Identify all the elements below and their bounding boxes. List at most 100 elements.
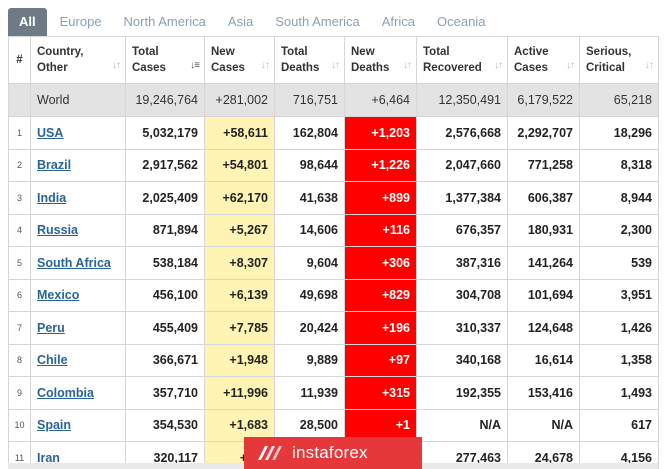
cell-active-cases: 606,387 bbox=[507, 181, 580, 215]
region-tabs: All Europe North America Asia South America A… bbox=[0, 0, 665, 36]
cell-new-deaths: +829 bbox=[344, 278, 417, 312]
sort-arrows-icon[interactable]: ↓↑ bbox=[566, 60, 575, 71]
cell-num bbox=[8, 83, 31, 117]
cell-num: 6 bbox=[8, 278, 31, 312]
country-link[interactable]: USA bbox=[37, 125, 64, 140]
header-label-line2: Cases bbox=[132, 62, 166, 74]
table-row: 4 Russia 871,894 +5,267 14,606 +116 676,357 180… bbox=[8, 213, 659, 247]
sort-arrows-icon[interactable]: ↓↑ bbox=[112, 60, 121, 71]
cell-total-recovered: 12,350,491 bbox=[416, 83, 508, 117]
sort-arrows-icon[interactable]: ↓↑ bbox=[331, 60, 340, 71]
header-label-line1: Serious, bbox=[586, 46, 632, 58]
table-row: 7 Peru 455,409 +7,785 20,424 +196 310,337 124,6… bbox=[8, 311, 659, 345]
header-label-line2: Cases bbox=[211, 62, 245, 74]
cell-total-recovered: 387,316 bbox=[416, 246, 508, 280]
header-total-cases[interactable]: Total Cases ↓≡ bbox=[125, 36, 205, 84]
cell-total-deaths: 98,644 bbox=[274, 148, 345, 182]
cell-total-recovered: 676,357 bbox=[416, 213, 508, 247]
cell-country: South Africa bbox=[30, 246, 126, 280]
country-link[interactable]: Colombia bbox=[37, 385, 94, 400]
cell-active-cases: 180,931 bbox=[507, 213, 580, 247]
world-total-row: World 19,246,764 +281,002 716,751 +6,464 12,3… bbox=[8, 83, 659, 117]
tab-europe[interactable]: Europe bbox=[59, 14, 102, 29]
cell-active-cases: 6,179,522 bbox=[507, 83, 580, 117]
header-serious-critical[interactable]: Serious, Critical ↓↑ bbox=[579, 36, 659, 84]
country-link[interactable]: Spain bbox=[37, 418, 72, 433]
cell-total-deaths: 162,804 bbox=[274, 116, 345, 150]
cell-serious-critical: 3,951 bbox=[579, 278, 659, 312]
sort-arrows-icon[interactable]: ↓↑ bbox=[261, 60, 270, 71]
cell-total-deaths: 716,751 bbox=[274, 83, 345, 117]
country-link[interactable]: Chile bbox=[37, 353, 68, 368]
cell-active-cases: 101,694 bbox=[507, 278, 580, 312]
table-header-row: # Country, Other ↓↑ Total Cases ↓≡ New Cases ↓↑ To… bbox=[8, 36, 659, 84]
cell-active-cases: 124,648 bbox=[507, 311, 580, 345]
cell-new-deaths: +315 bbox=[344, 376, 417, 410]
cell-new-deaths: +6,464 bbox=[344, 83, 417, 117]
cell-country: Spain bbox=[30, 408, 126, 442]
table-row: 3 India 2,025,409 +62,170 41,638 +899 1,377,38… bbox=[8, 181, 659, 215]
cell-total-recovered: 304,708 bbox=[416, 278, 508, 312]
table-row: 5 South Africa 538,184 +8,307 9,604 +306 387,3… bbox=[8, 246, 659, 280]
table-row: 10 Spain 354,530 +1,683 28,500 +1 N/A N/A 617 bbox=[8, 408, 659, 442]
cell-num: 8 bbox=[8, 343, 31, 377]
cell-total-cases: 455,409 bbox=[125, 311, 205, 345]
cell-total-deaths: 28,500 bbox=[274, 408, 345, 442]
header-label-line1: New bbox=[351, 46, 375, 58]
table-row: 1 USA 5,032,179 +58,611 162,804 +1,203 2,576,6… bbox=[8, 116, 659, 150]
cell-total-deaths: 49,698 bbox=[274, 278, 345, 312]
tab-south-america[interactable]: South America bbox=[275, 14, 360, 29]
header-active-cases[interactable]: Active Cases ↓↑ bbox=[507, 36, 580, 84]
cell-new-deaths: +1,226 bbox=[344, 148, 417, 182]
header-num: # bbox=[8, 36, 31, 84]
cell-new-deaths: +1,203 bbox=[344, 116, 417, 150]
header-new-deaths[interactable]: New Deaths ↓↑ bbox=[344, 36, 417, 84]
country-link[interactable]: Mexico bbox=[37, 288, 80, 303]
country-link[interactable]: Peru bbox=[37, 320, 65, 335]
country-link[interactable]: India bbox=[37, 190, 67, 205]
cell-total-cases: 2,025,409 bbox=[125, 181, 205, 215]
cell-serious-critical: 8,944 bbox=[579, 181, 659, 215]
cell-new-cases: +6,139 bbox=[204, 278, 275, 312]
cell-total-cases: 2,917,562 bbox=[125, 148, 205, 182]
country-link[interactable]: Brazil bbox=[37, 158, 72, 173]
tab-asia[interactable]: Asia bbox=[227, 14, 254, 29]
tab-all[interactable]: All bbox=[8, 8, 47, 36]
cell-new-cases: +8,307 bbox=[204, 246, 275, 280]
header-label-line2: Critical bbox=[586, 62, 625, 74]
tab-oceania[interactable]: Oceania bbox=[437, 14, 486, 29]
cell-total-recovered: 2,047,660 bbox=[416, 148, 508, 182]
cell-num: 4 bbox=[8, 213, 31, 247]
table-body: World 19,246,764 +281,002 716,751 +6,464 12,3… bbox=[8, 83, 659, 469]
tab-north-america[interactable]: North America bbox=[123, 14, 206, 29]
cell-new-cases: +1,948 bbox=[204, 343, 275, 377]
header-country[interactable]: Country, Other ↓↑ bbox=[30, 36, 126, 84]
tab-africa[interactable]: Africa bbox=[381, 14, 415, 29]
cell-num: 2 bbox=[8, 148, 31, 182]
sort-arrows-icon[interactable]: ↓↑ bbox=[494, 60, 503, 71]
cell-active-cases: N/A bbox=[507, 408, 580, 442]
header-new-cases[interactable]: New Cases ↓↑ bbox=[204, 36, 275, 84]
cell-num: 1 bbox=[8, 116, 31, 150]
cell-new-cases: +58,611 bbox=[204, 116, 275, 150]
cell-total-cases: 538,184 bbox=[125, 246, 205, 280]
cell-total-cases: 871,894 bbox=[125, 213, 205, 247]
cell-total-cases: 354,530 bbox=[125, 408, 205, 442]
cell-total-recovered: 192,355 bbox=[416, 376, 508, 410]
covid-stats-table: # Country, Other ↓↑ Total Cases ↓≡ New Cases ↓↑ To… bbox=[8, 36, 659, 469]
sort-arrows-icon[interactable]: ↓↑ bbox=[645, 60, 654, 71]
instaforex-watermark: instaforex bbox=[244, 437, 422, 469]
cell-serious-critical: 1,426 bbox=[579, 311, 659, 345]
sort-arrows-icon[interactable]: ↓≡ bbox=[190, 60, 200, 71]
country-link[interactable]: Iran bbox=[37, 450, 60, 465]
header-total-deaths[interactable]: Total Deaths ↓↑ bbox=[274, 36, 345, 84]
cell-num: 9 bbox=[8, 376, 31, 410]
cell-country: Brazil bbox=[30, 148, 126, 182]
header-total-recovered[interactable]: Total Recovered ↓↑ bbox=[416, 36, 508, 84]
cell-country: Russia bbox=[30, 213, 126, 247]
country-link[interactable]: South Africa bbox=[37, 255, 111, 270]
header-label-line1: New bbox=[211, 46, 235, 58]
sort-arrows-icon[interactable]: ↓↑ bbox=[403, 60, 412, 71]
country-link[interactable]: Russia bbox=[37, 223, 78, 238]
cell-new-deaths: +116 bbox=[344, 213, 417, 247]
